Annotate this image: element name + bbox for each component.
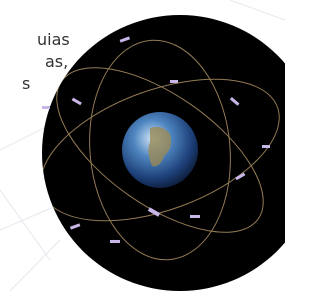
text-line: uias xyxy=(37,30,70,50)
text-line: s xyxy=(22,74,30,94)
text-line: as, xyxy=(45,52,68,72)
page: uias as, s xyxy=(0,0,285,291)
